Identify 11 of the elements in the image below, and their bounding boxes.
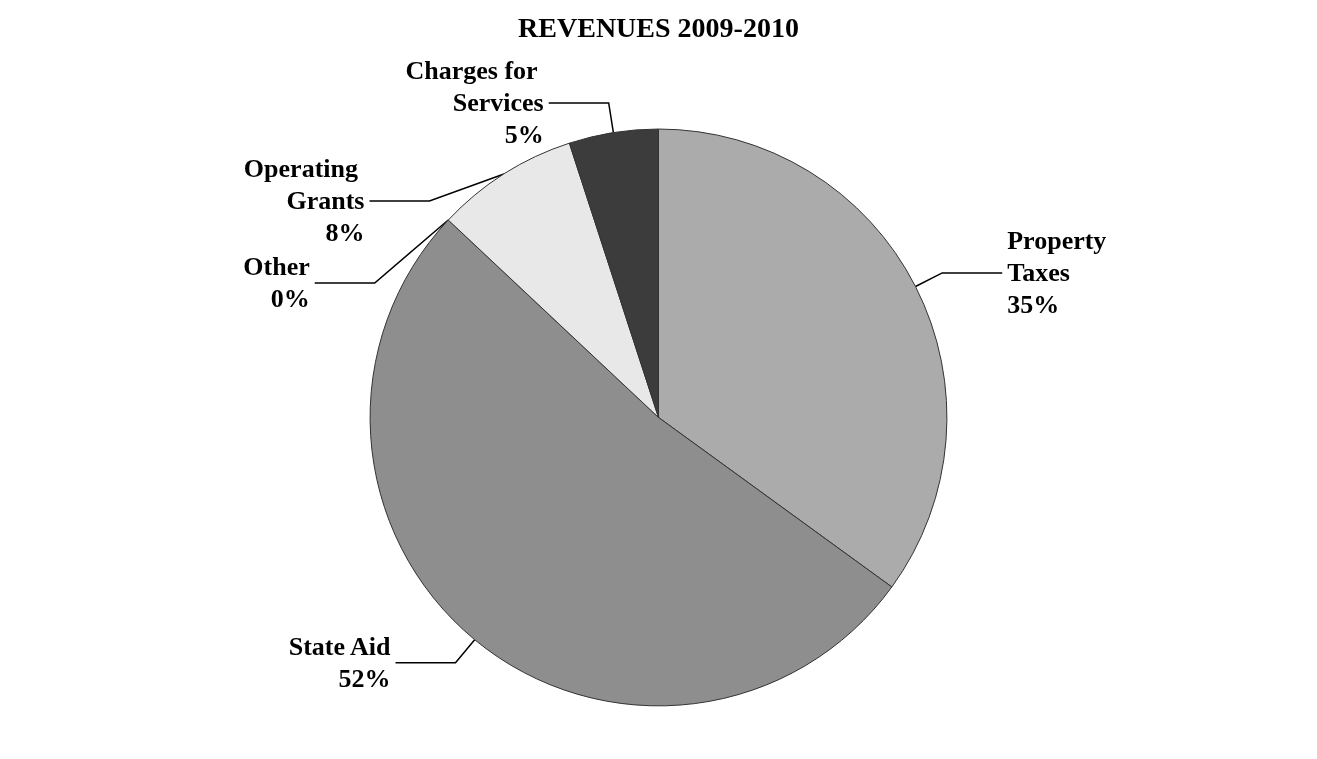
chart-title: REVENUES 2009-2010: [518, 11, 799, 43]
data-label: 52%: [338, 664, 391, 694]
data-label: 5%: [504, 120, 544, 150]
slice-label: Charges for Services: [405, 56, 544, 118]
data-label: 8%: [325, 218, 365, 248]
category-label: Other: [243, 252, 310, 282]
slice-label: Operating Grants: [243, 154, 365, 216]
data-label: 35%: [1007, 290, 1060, 320]
text: 0%: [270, 284, 310, 314]
slice-label: Property Taxes: [1007, 226, 1113, 288]
slice-label: State Aid: [288, 632, 392, 662]
